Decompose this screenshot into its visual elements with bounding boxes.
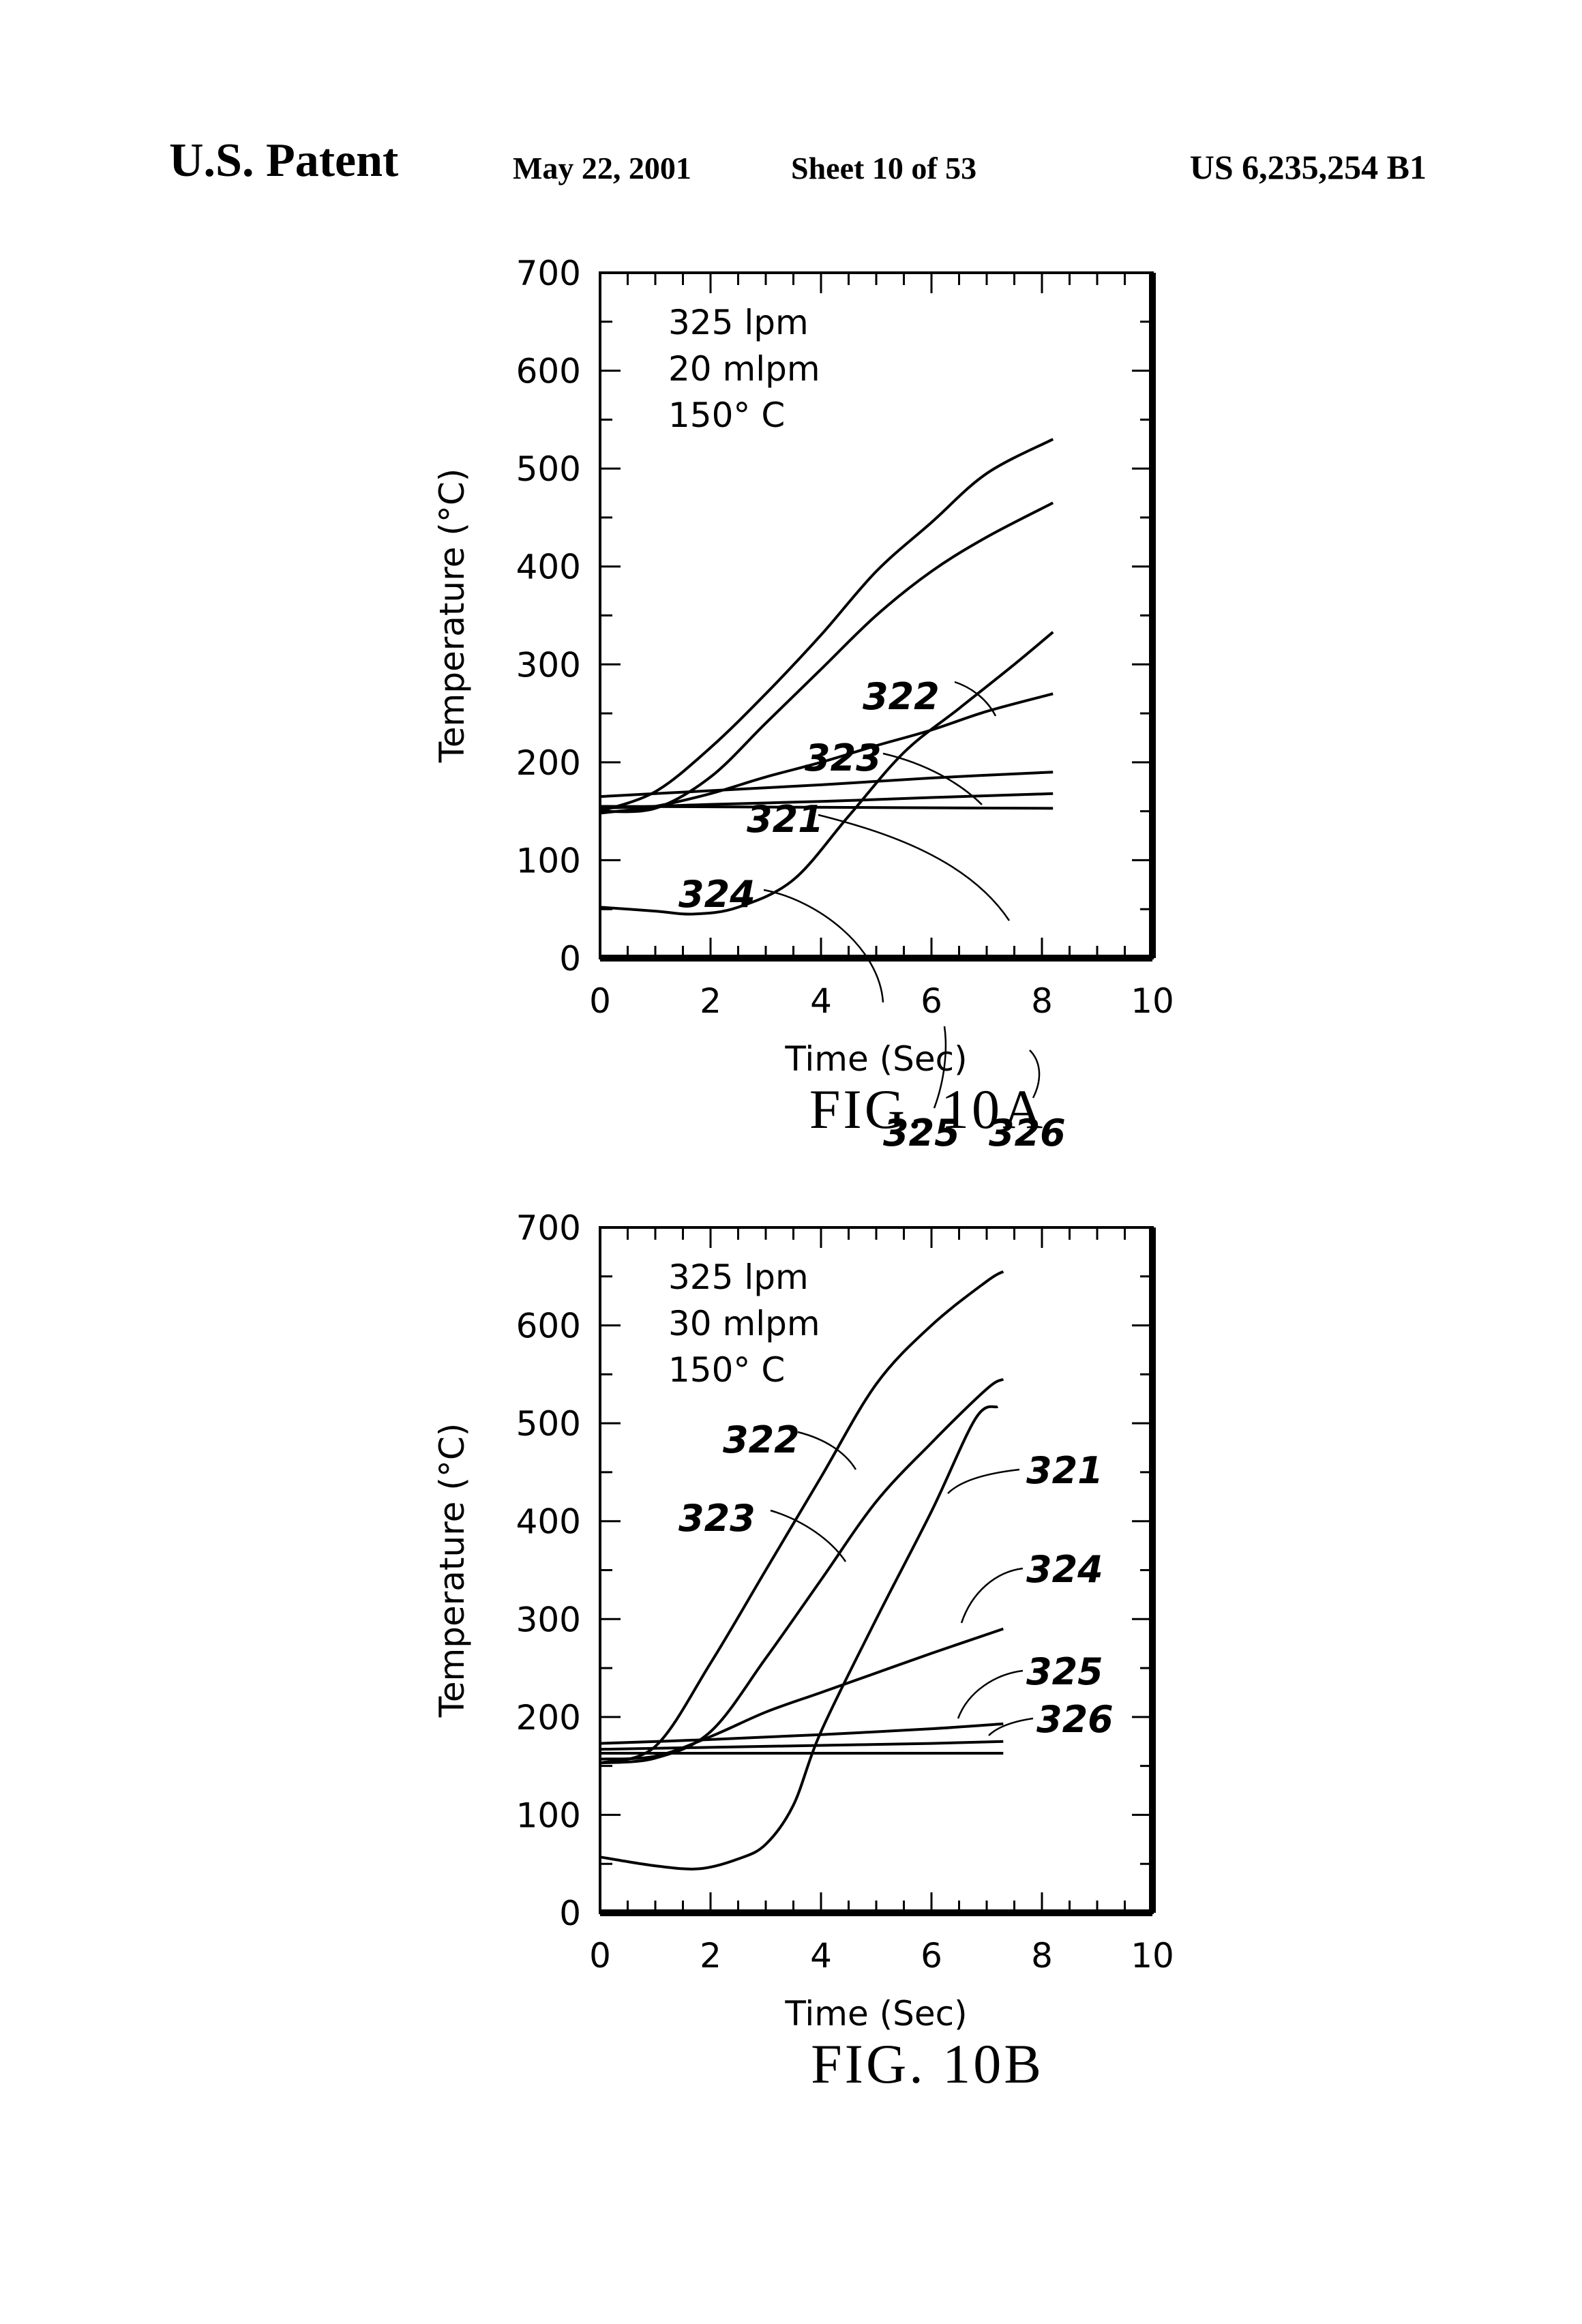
label-323: 323: [805, 736, 882, 779]
series-line-321: [600, 1407, 998, 1869]
label-323: 323: [678, 1497, 756, 1540]
series-line-322: [600, 1272, 1003, 1763]
y-tick-label: 400: [516, 1502, 581, 1542]
y-tick-label: 700: [516, 1208, 581, 1248]
y-tick-label: 100: [516, 841, 581, 880]
label-321: 321: [747, 798, 824, 841]
y-tick-label: 400: [516, 548, 581, 587]
y-tick-label: 700: [516, 254, 581, 293]
y-tick-label: 300: [516, 645, 581, 685]
label-324: 324: [678, 873, 756, 916]
y-tick-label: 200: [516, 1698, 581, 1738]
label-324: 324: [1026, 1548, 1103, 1591]
figure-label-10b: FIG. 10B: [0, 2032, 1582, 2096]
series-line-325: [600, 1724, 1003, 1744]
header-sheet: Sheet 10 of 53: [791, 150, 976, 186]
y-tick-label: 100: [516, 1796, 581, 1835]
y-axis-title: Temperature (°C): [432, 468, 472, 764]
condition-text: 30 mlpm: [668, 1304, 820, 1343]
series-line-323: [600, 1380, 1003, 1763]
label-321: 321: [1026, 1449, 1103, 1492]
x-tick-label: 4: [810, 1936, 832, 1976]
y-axis-title: Temperature (°C): [432, 1423, 472, 1718]
y-tick-label: 0: [559, 939, 581, 979]
header-date: May 22, 2001: [513, 150, 691, 186]
y-tick-label: 500: [516, 449, 581, 489]
y-tick-label: 500: [516, 1404, 581, 1444]
x-tick-label: 10: [1131, 1936, 1174, 1976]
condition-text: 150° C: [668, 1350, 785, 1390]
label-325: 325: [1026, 1650, 1103, 1693]
x-tick-label: 6: [921, 1936, 942, 1976]
x-tick-label: 2: [700, 1936, 721, 1976]
y-tick-label: 200: [516, 743, 581, 783]
condition-text: 20 mlpm: [668, 349, 820, 389]
x-tick-label: 4: [810, 981, 832, 1021]
x-tick-label: 10: [1131, 981, 1174, 1021]
condition-text: 325 lpm: [668, 303, 809, 342]
x-tick-label: 0: [589, 1936, 611, 1976]
y-tick-label: 0: [559, 1894, 581, 1933]
header-patent-number: US 6,235,254 B1: [1190, 147, 1427, 187]
condition-text: 150° C: [668, 396, 785, 435]
label-326: 326: [1036, 1698, 1114, 1741]
x-tick-label: 8: [1031, 1936, 1053, 1976]
y-tick-label: 600: [516, 1307, 581, 1346]
x-tick-label: 8: [1031, 981, 1053, 1021]
label-322: 322: [723, 1418, 800, 1461]
label-322: 322: [863, 675, 940, 718]
y-tick-label: 300: [516, 1600, 581, 1639]
x-axis-title: Time (Sec): [784, 1039, 967, 1079]
condition-text: 325 lpm: [668, 1257, 809, 1297]
y-tick-label: 600: [516, 352, 581, 391]
chart-fig-10b: 02468100100200300400500600700Time (Sec)T…: [0, 1200, 1582, 2114]
x-axis-title: Time (Sec): [784, 1994, 967, 2034]
x-tick-label: 6: [921, 981, 942, 1021]
x-tick-label: 0: [589, 981, 611, 1021]
header-patent: U.S. Patent: [169, 134, 398, 188]
chart-fig-10a: 02468100100200300400500600700Time (Sec)T…: [0, 245, 1582, 1159]
series-line: [600, 806, 1053, 808]
figure-label-10a: FIG. 10A: [0, 1077, 1582, 1142]
x-tick-label: 2: [700, 981, 721, 1021]
